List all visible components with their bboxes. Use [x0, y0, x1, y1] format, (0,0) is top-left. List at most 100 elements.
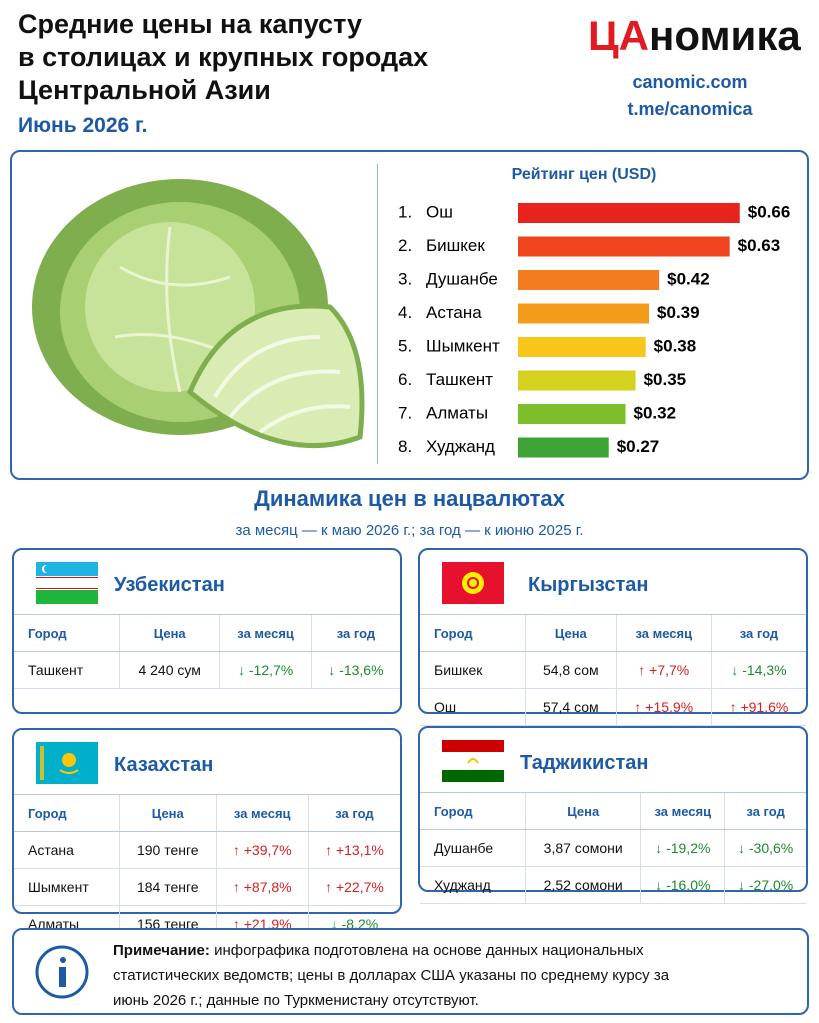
table-cell: ↓ -19,2% [640, 829, 725, 867]
table-row: Астана 190 тенге ↑ +39,7% ↑ +13,1% [14, 831, 400, 869]
subtitle: Июнь 2026 г. [18, 114, 148, 137]
divider [377, 164, 378, 464]
rank: 1. [398, 202, 412, 221]
column-header: Цена [524, 792, 641, 830]
table-cell: ↓ -27,0% [724, 866, 806, 904]
column-header: Цена [119, 794, 217, 832]
category-label: Бишкек [426, 236, 485, 255]
column-header: Город [420, 614, 526, 652]
table-cell: ↑ +15,9% [615, 688, 712, 726]
column-header: Цена [118, 614, 220, 652]
value-label: $0.39 [657, 303, 700, 322]
country-name: Казахстан [114, 754, 214, 776]
note-label: Примечание: [113, 942, 210, 959]
table-cell: ↑ +7,7% [615, 651, 712, 689]
table-cell: ↑ +39,7% [215, 831, 309, 869]
rank: 8. [398, 437, 412, 456]
bar [518, 270, 660, 290]
dynamics-subtitle: за месяц — к маю 2026 г.; за год — к июн… [235, 522, 584, 539]
flag [442, 562, 504, 604]
flag [36, 742, 98, 784]
table-row: Ош 57,4 сом ↑ +15,9% ↑ +91,6% [420, 688, 806, 726]
price-table: Город Цена за месяц за год Ташкент 4 240 сум ↓… [14, 614, 400, 689]
table-cell: 2,52 сомони [524, 866, 641, 904]
value-label: $0.38 [654, 336, 697, 355]
table-cell: Ташкент [14, 651, 120, 689]
price-table: Город Цена за месяц за год Бишкек 54,8 сом ↑ +… [420, 614, 806, 726]
rank: 2. [398, 236, 412, 255]
country-card: Кыргызстан Город Цена за месяц за год Бишкек… [418, 548, 808, 726]
table-cell: 54,8 сом [525, 651, 617, 689]
note-box [12, 928, 809, 1015]
country-name: Таджикистан [520, 752, 649, 774]
country-name: Узбекистан [114, 574, 225, 596]
table-cell: ↑ +91,6% [710, 688, 806, 726]
column-header: за месяц [215, 794, 309, 832]
bar-chart: Рейтинг цен (USD) 1. Ош $0.66 2. Бишкек $0.63… [398, 166, 791, 458]
table-cell: ↓ -13,6% [310, 651, 400, 689]
column-header: за год [310, 614, 400, 652]
country-card: Узбекистан Город Цена за месяц за год Ташкен… [12, 548, 402, 714]
table-row: Душанбе 3,87 сомони ↓ -19,2% ↓ -30,6% [420, 829, 806, 867]
dynamics-title: Динамика цен в нацвалютах [254, 486, 565, 511]
category-label: Душанбе [426, 269, 498, 288]
column-header: Цена [525, 614, 617, 652]
link[interactable]: t.me/canomica [627, 99, 753, 119]
header-row: Город Цена за месяц за год [420, 614, 806, 652]
rank: 7. [398, 403, 412, 422]
column-header: за месяц [615, 614, 712, 652]
value-label: $0.66 [748, 202, 791, 221]
table-cell: ↑ +22,7% [307, 868, 400, 906]
country-card: Казахстан Город Цена за месяц за год Астана 1… [12, 728, 402, 943]
column-header: Город [14, 614, 120, 652]
column-header: за год [710, 614, 806, 652]
table-cell: ↑ +13,1% [307, 831, 400, 869]
price-table: Город Цена за месяц за год Душанбе 3,87 сомон… [420, 792, 806, 904]
link[interactable]: canomic.com [632, 72, 748, 92]
title: Средние цены на капусту в столицах и кру… [18, 8, 428, 107]
title-line: в столицах и крупных городах [18, 42, 429, 72]
table-cell: 3,87 сомони [524, 829, 641, 867]
category-label: Алматы [426, 403, 488, 422]
flag [36, 562, 98, 604]
title-line: Средние цены на капусту [18, 9, 362, 39]
rank: 3. [398, 269, 412, 288]
country-name: Кыргызстан [528, 574, 649, 596]
flag [442, 740, 504, 782]
info-icon [35, 945, 89, 999]
price-table: Город Цена за месяц за год Астана 190 тенге ↑ … [14, 794, 400, 943]
chart-title: Рейтинг цен (USD) [512, 166, 657, 183]
table-cell: 4 240 сум [118, 651, 220, 689]
bar [518, 236, 730, 257]
table-cell: ↓ -30,6% [724, 829, 806, 867]
bar [518, 203, 740, 223]
category-label: Астана [426, 303, 482, 322]
table-cell: 184 тенге [119, 868, 217, 906]
brand-accent: ЦА [588, 12, 650, 59]
rank: 5. [398, 336, 412, 355]
table-cell: Бишкек [420, 651, 526, 689]
rank: 4. [398, 303, 412, 322]
bar [518, 437, 609, 458]
table-cell: 57,4 сом [525, 688, 617, 726]
bar [518, 370, 636, 391]
value-label: $0.32 [634, 403, 677, 422]
rating-box: Рейтинг цен (USD) 1. Ош $0.66 2. Бишкек $0.63… [10, 150, 809, 480]
column-header: за месяц [219, 614, 312, 652]
table-row: Бишкек 54,8 сом ↑ +7,7% ↓ -14,3% [420, 651, 806, 689]
country-card: Таджикистан Город Цена за месяц за год Душан… [418, 726, 808, 904]
table-cell: 190 тенге [119, 831, 217, 869]
table-cell: Душанбе [420, 829, 526, 867]
category-label: Шымкент [426, 336, 500, 355]
title-line: Центральной Азии [18, 75, 271, 105]
table-cell: Ош [420, 688, 526, 726]
rank: 6. [398, 370, 412, 389]
column-header: за месяц [640, 792, 725, 830]
table-cell: ↑ +87,8% [215, 868, 309, 906]
brand-rest: номика [649, 12, 801, 59]
table-cell: ↓ -14,3% [710, 651, 806, 689]
table-cell: Худжанд [420, 866, 526, 904]
brand: ЦАномика [588, 12, 801, 60]
value-label: $0.63 [738, 236, 781, 255]
category-label: Ташкент [426, 370, 493, 389]
